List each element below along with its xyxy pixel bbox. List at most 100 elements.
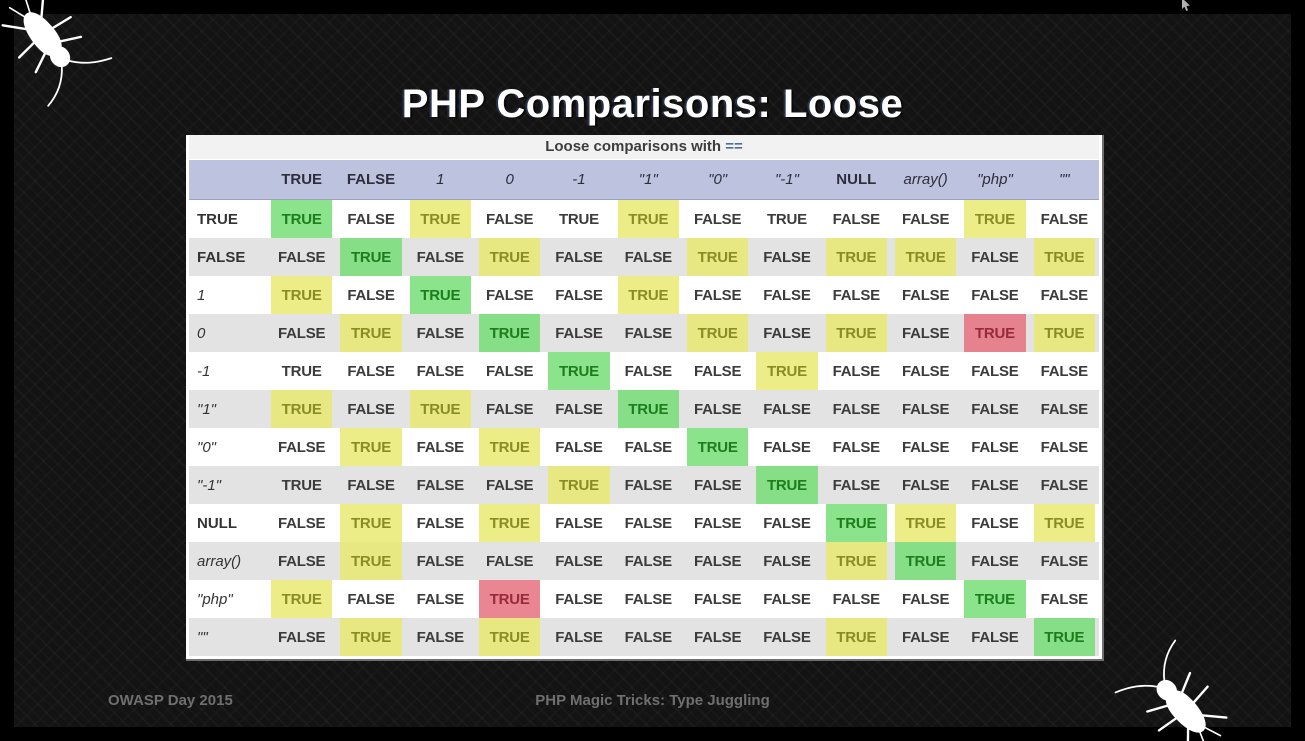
comparison-value: TRUE <box>478 580 541 618</box>
comparison-cell: FALSE <box>891 618 960 656</box>
comparison-value: FALSE <box>832 210 881 228</box>
comparison-value: FALSE <box>763 248 811 266</box>
comparison-cell: TRUE <box>1030 618 1099 656</box>
comparison-cell: TRUE <box>267 276 336 314</box>
comparison-value: FALSE <box>763 438 811 456</box>
comparison-cell: FALSE <box>406 504 475 542</box>
table-row: 0 FALSE TRUE FALSE TRUE FALSE FALSE TRUE FALSE TR… <box>189 314 1099 352</box>
comparison-value: FALSE <box>693 476 742 494</box>
comparison-value: FALSE <box>347 476 395 494</box>
comparison-cell: FALSE <box>614 314 683 352</box>
comparison-value: TRUE <box>825 314 887 352</box>
row-label: "php" <box>197 590 233 608</box>
comparison-value: FALSE <box>555 514 603 532</box>
comparison-cell: FALSE <box>406 428 475 466</box>
row-label: 1 <box>197 286 206 304</box>
comparison-value: TRUE <box>756 466 818 504</box>
comparison-value: TRUE <box>894 238 957 276</box>
table-row: NULL FALSE TRUE FALSE TRUE FALSE FALSE FALSE FAL… <box>189 504 1099 542</box>
table-row: 1 TRUE FALSE TRUE FALSE FALSE TRUE FALSE FALSE FA… <box>189 276 1099 314</box>
comparison-cell: FALSE <box>683 504 752 542</box>
comparison-cell: FALSE <box>891 200 960 239</box>
comparison-cell: TRUE <box>475 238 544 276</box>
comparison-value: FALSE <box>347 362 395 380</box>
comparison-value: FALSE <box>555 400 603 418</box>
table-row: TRUE TRUE FALSE TRUE FALSE TRUE TRUE FALSE TRUE F… <box>189 199 1099 239</box>
comparison-cell: FALSE <box>614 580 683 618</box>
comparison-value: FALSE <box>277 248 326 266</box>
comparison-cell: FALSE <box>544 428 613 466</box>
row-label: NULL <box>197 514 237 532</box>
comparison-value: FALSE <box>832 476 881 494</box>
column-header: NULL <box>821 160 891 200</box>
comparison-cell: TRUE <box>822 314 891 352</box>
comparison-value: FALSE <box>832 438 881 456</box>
comparison-cell: TRUE <box>406 390 475 428</box>
comparison-cell: TRUE <box>336 428 405 466</box>
column-header: 0 <box>474 160 545 200</box>
comparison-value: FALSE <box>971 438 1019 456</box>
comparison-cell: FALSE <box>891 390 960 428</box>
comparison-cell: TRUE <box>683 428 752 466</box>
comparison-value: FALSE <box>624 248 673 266</box>
row-label: "" <box>197 628 208 646</box>
comparison-value: FALSE <box>693 400 742 418</box>
comparison-cell: FALSE <box>475 200 544 239</box>
comparison-cell: FALSE <box>822 466 891 504</box>
row-label: "1" <box>197 400 216 418</box>
comparison-cell: TRUE <box>475 618 544 656</box>
comparison-cell: FALSE <box>891 314 960 352</box>
comparison-value: TRUE <box>478 504 541 542</box>
comparison-value: TRUE <box>964 314 1026 352</box>
comparison-cell: FALSE <box>614 466 683 504</box>
comparison-cell: FALSE <box>1030 200 1099 239</box>
comparison-cell: FALSE <box>1030 352 1099 390</box>
table-row: "1" TRUE FALSE TRUE FALSE FALSE TRUE FALSE FALSE… <box>189 390 1099 428</box>
comparison-cell: FALSE <box>475 276 544 314</box>
comparison-cell: FALSE <box>1030 466 1099 504</box>
comparison-cell: TRUE <box>960 314 1029 352</box>
comparison-value: TRUE <box>548 466 610 504</box>
comparison-value: FALSE <box>277 514 326 532</box>
comparison-value: FALSE <box>485 476 534 494</box>
table-caption: Loose comparisons with == <box>189 135 1099 159</box>
comparison-cell: FALSE <box>683 276 752 314</box>
comparison-value: FALSE <box>485 210 534 228</box>
comparison-value: FALSE <box>416 476 465 494</box>
comparison-value: TRUE <box>548 352 610 390</box>
comparison-cell: FALSE <box>683 542 752 580</box>
comparison-cell: FALSE <box>406 580 475 618</box>
comparison-value: FALSE <box>347 590 395 608</box>
comparison-cell: FALSE <box>336 466 405 504</box>
comparison-cell: FALSE <box>475 352 544 390</box>
header-corner-cell <box>189 160 267 200</box>
comparison-cell: FALSE <box>1030 390 1099 428</box>
comparison-value: FALSE <box>832 362 881 380</box>
table-row: -1 TRUE FALSE FALSE FALSE TRUE FALSE FALSE TRUE F… <box>189 352 1099 390</box>
comparison-cell: FALSE <box>683 466 752 504</box>
comparison-cell: TRUE <box>614 200 683 238</box>
equality-operator-text: == <box>725 138 743 155</box>
comparison-cell: TRUE <box>960 200 1029 238</box>
comparison-cell: FALSE <box>614 618 683 656</box>
comparison-cell: FALSE <box>267 238 336 276</box>
comparison-value: TRUE <box>478 238 541 276</box>
comparison-cell: FALSE <box>544 390 613 428</box>
column-header: TRUE <box>267 160 337 200</box>
comparison-value: TRUE <box>825 618 887 656</box>
comparison-cell: FALSE <box>960 618 1029 656</box>
comparison-cell: TRUE <box>683 238 752 276</box>
comparison-value: TRUE <box>281 476 322 494</box>
comparison-cell: TRUE <box>336 618 405 656</box>
comparison-value: TRUE <box>1033 618 1095 656</box>
comparison-value: FALSE <box>555 324 603 342</box>
comparison-value: FALSE <box>624 514 673 532</box>
comparison-cell: TRUE <box>475 580 544 618</box>
comparison-cell: FALSE <box>960 390 1029 428</box>
comparison-value: TRUE <box>558 210 599 228</box>
column-header: "1" <box>613 160 683 200</box>
comparison-value: FALSE <box>416 628 465 646</box>
comparison-value: FALSE <box>624 362 673 380</box>
table-caption-text: Loose comparisons with <box>545 138 722 155</box>
loose-comparison-table: TRUE FALSE 1 0 -1 "1" "0" "-1" NULL array() "php" "… <box>189 160 1099 656</box>
